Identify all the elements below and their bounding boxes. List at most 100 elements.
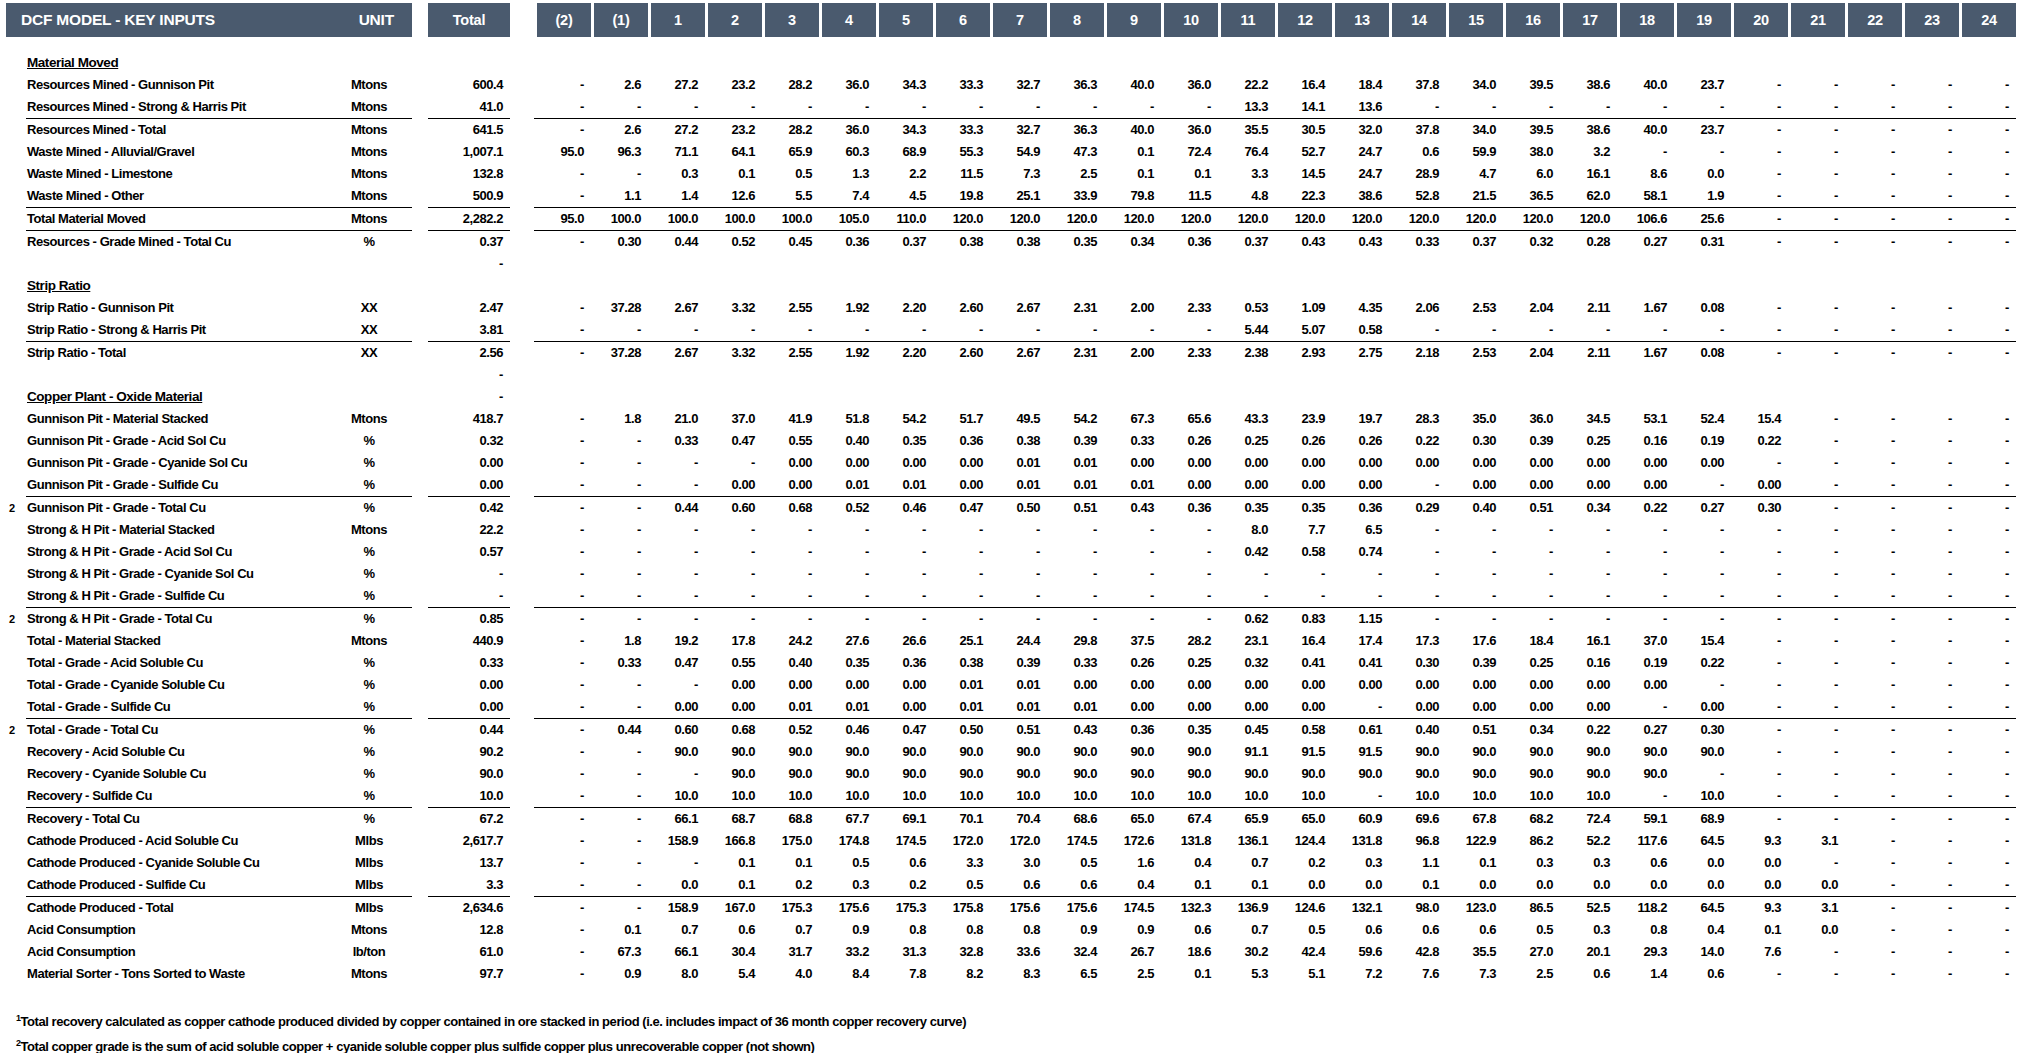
cell-value[interactable]: 2.04 bbox=[1503, 297, 1560, 319]
cell-value[interactable]: - bbox=[534, 185, 591, 208]
cell-value[interactable]: 0.55 bbox=[762, 430, 819, 452]
cell-value[interactable]: 0.44 bbox=[648, 497, 705, 520]
cell-value[interactable]: - bbox=[1731, 763, 1788, 785]
cell-value[interactable]: - bbox=[1902, 497, 1959, 520]
cell-value[interactable]: - bbox=[1104, 96, 1161, 119]
cell-value[interactable]: - bbox=[1503, 608, 1560, 631]
cell-value[interactable]: 0.01 bbox=[1047, 474, 1104, 497]
cell-value[interactable]: 0.01 bbox=[762, 696, 819, 719]
cell-value[interactable]: 2.55 bbox=[762, 342, 819, 365]
cell-value[interactable]: 0.51 bbox=[1047, 497, 1104, 520]
cell-value[interactable]: 0.40 bbox=[1389, 719, 1446, 742]
row-unit[interactable]: Mtons bbox=[326, 919, 412, 941]
row-label[interactable]: Gunnison Pit - Grade - Sulfide Cu bbox=[26, 474, 326, 497]
cell-value[interactable]: - bbox=[1674, 474, 1731, 497]
cell-value[interactable]: 2.5 bbox=[1104, 963, 1161, 985]
cell-value[interactable]: 23.1 bbox=[1218, 630, 1275, 652]
row-unit[interactable]: Mtons bbox=[326, 141, 412, 163]
cell-value[interactable]: - bbox=[990, 96, 1047, 119]
period-column-header[interactable]: 6 bbox=[936, 3, 990, 37]
cell-value[interactable]: 0.43 bbox=[1332, 231, 1389, 254]
cell-value[interactable]: - bbox=[1902, 785, 1959, 808]
cell-value[interactable]: 0.39 bbox=[1503, 430, 1560, 452]
cell-value[interactable]: 2.04 bbox=[1503, 342, 1560, 365]
cell-value[interactable]: 0.7 bbox=[1218, 919, 1275, 941]
cell-value[interactable]: - bbox=[591, 830, 648, 852]
cell-value[interactable]: 90.0 bbox=[762, 763, 819, 785]
cell-value[interactable]: 90.0 bbox=[1389, 741, 1446, 763]
cell-value[interactable]: - bbox=[1845, 497, 1902, 520]
cell-value[interactable]: - bbox=[1332, 563, 1389, 585]
row-total[interactable]: 2.47 bbox=[428, 297, 510, 319]
cell-value[interactable]: - bbox=[1560, 519, 1617, 541]
cell-value[interactable]: 35.5 bbox=[1218, 119, 1275, 142]
cell-value[interactable]: - bbox=[762, 585, 819, 608]
cell-value[interactable]: 175.8 bbox=[933, 897, 990, 920]
cell-value[interactable]: - bbox=[1845, 474, 1902, 497]
cell-value[interactable]: 0.43 bbox=[1104, 497, 1161, 520]
cell-value[interactable]: 67.8 bbox=[1446, 808, 1503, 831]
cell-value[interactable]: - bbox=[1617, 141, 1674, 163]
cell-value[interactable]: 27.2 bbox=[648, 74, 705, 96]
cell-value[interactable]: 6.5 bbox=[1332, 519, 1389, 541]
cell-value[interactable]: 0.8 bbox=[990, 919, 1047, 941]
cell-value[interactable]: - bbox=[1788, 963, 1845, 985]
cell-value[interactable]: - bbox=[534, 808, 591, 831]
cell-value[interactable]: 175.6 bbox=[1047, 897, 1104, 920]
cell-value[interactable]: - bbox=[1959, 430, 2016, 452]
cell-value[interactable]: 0.01 bbox=[1047, 696, 1104, 719]
cell-value[interactable]: - bbox=[1560, 563, 1617, 585]
cell-value[interactable]: 90.0 bbox=[1104, 763, 1161, 785]
cell-value[interactable]: - bbox=[1389, 585, 1446, 608]
cell-value[interactable]: 49.5 bbox=[990, 408, 1047, 430]
cell-value[interactable]: 8.3 bbox=[990, 963, 1047, 985]
cell-value[interactable]: 26.6 bbox=[876, 630, 933, 652]
cell-value[interactable]: 0.35 bbox=[1275, 497, 1332, 520]
row-label[interactable]: Resources - Grade Mined - Total Cu bbox=[26, 231, 326, 254]
period-column-header[interactable]: 3 bbox=[765, 3, 819, 37]
cell-value[interactable]: - bbox=[1731, 185, 1788, 208]
cell-value[interactable]: 0.00 bbox=[1218, 452, 1275, 474]
cell-value[interactable]: - bbox=[990, 608, 1047, 631]
cell-value[interactable]: 90.0 bbox=[1446, 741, 1503, 763]
cell-value[interactable]: 10.0 bbox=[1047, 785, 1104, 808]
cell-value[interactable]: 34.0 bbox=[1446, 74, 1503, 96]
cell-value[interactable]: 0.3 bbox=[1560, 919, 1617, 941]
cell-value[interactable]: 10.0 bbox=[1674, 785, 1731, 808]
cell-value[interactable]: 120.0 bbox=[1503, 208, 1560, 231]
cell-value[interactable]: 0.40 bbox=[819, 430, 876, 452]
cell-value[interactable]: 0.00 bbox=[876, 696, 933, 719]
cell-value[interactable]: 24.7 bbox=[1332, 163, 1389, 185]
cell-value[interactable]: - bbox=[1446, 96, 1503, 119]
cell-value[interactable]: 158.9 bbox=[648, 830, 705, 852]
cell-value[interactable]: - bbox=[1446, 585, 1503, 608]
cell-value[interactable]: 123.0 bbox=[1446, 897, 1503, 920]
row-total[interactable]: 10.0 bbox=[428, 785, 510, 808]
cell-value[interactable]: - bbox=[1902, 674, 1959, 696]
cell-value[interactable]: 54.2 bbox=[876, 408, 933, 430]
cell-value[interactable]: - bbox=[1161, 519, 1218, 541]
cell-value[interactable]: 0.26 bbox=[1104, 652, 1161, 674]
cell-value[interactable]: - bbox=[1959, 342, 2016, 365]
cell-value[interactable]: 40.0 bbox=[1104, 74, 1161, 96]
cell-value[interactable]: 0.55 bbox=[705, 652, 762, 674]
cell-value[interactable]: 8.6 bbox=[1617, 163, 1674, 185]
cell-value[interactable]: 0.01 bbox=[990, 674, 1047, 696]
cell-value[interactable]: 0.00 bbox=[1617, 452, 1674, 474]
cell-value[interactable]: - bbox=[1902, 963, 1959, 985]
row-total[interactable]: 600.4 bbox=[428, 74, 510, 96]
cell-value[interactable]: 120.0 bbox=[1275, 208, 1332, 231]
cell-value[interactable]: 17.3 bbox=[1389, 630, 1446, 652]
cell-value[interactable]: 0.01 bbox=[933, 696, 990, 719]
cell-value[interactable]: 37.0 bbox=[705, 408, 762, 430]
cell-value[interactable]: 0.58 bbox=[1275, 719, 1332, 742]
row-label[interactable]: Waste Mined - Other bbox=[26, 185, 326, 208]
cell-value[interactable]: 2.75 bbox=[1332, 342, 1389, 365]
row-label[interactable]: Recovery - Acid Soluble Cu bbox=[26, 741, 326, 763]
cell-value[interactable]: 0.01 bbox=[990, 452, 1047, 474]
cell-value[interactable]: - bbox=[1845, 231, 1902, 254]
row-total[interactable]: 500.9 bbox=[428, 185, 510, 208]
row-label[interactable]: Strong & H Pit - Grade - Sulfide Cu bbox=[26, 585, 326, 608]
cell-value[interactable]: 67.3 bbox=[1104, 408, 1161, 430]
cell-value[interactable]: 175.6 bbox=[990, 897, 1047, 920]
